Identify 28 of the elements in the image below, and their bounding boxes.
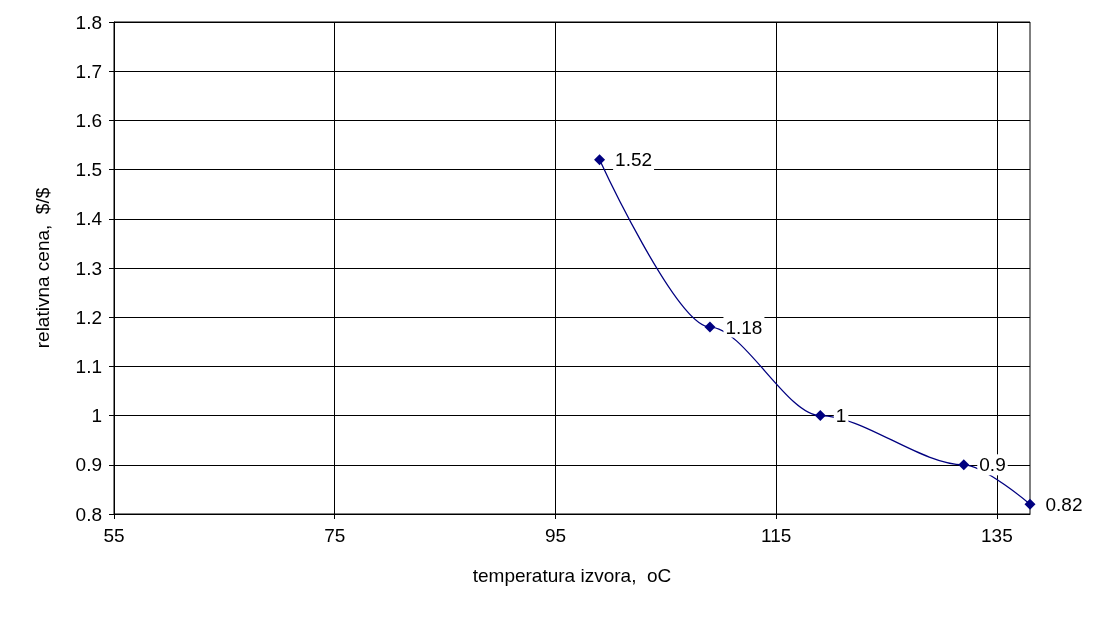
y-tick-label: 1.8 (75, 11, 102, 33)
point (1024, 498, 1036, 510)
data-label: 1 (835, 405, 847, 427)
point (958, 459, 970, 471)
y-axis-title: relativna cena, $/$ (32, 187, 53, 349)
point (704, 321, 716, 333)
data-label: 1.18 (725, 316, 763, 338)
y-tick-label: 1.3 (75, 257, 102, 279)
x-tick-label: 55 (103, 525, 125, 546)
y-tick-label: 1 (91, 405, 102, 427)
y-tick-label: 1.7 (75, 60, 102, 82)
y-tick-label: 1.4 (75, 208, 103, 230)
y-tick-label: 1.5 (75, 159, 102, 181)
y-tick-label: 0.9 (75, 454, 102, 476)
data-label: 0.9 (979, 454, 1006, 476)
x-tick-label: 135 (981, 525, 1013, 546)
x-tick-label: 75 (324, 525, 346, 546)
x-axis-title: temperatura izvora, oC (472, 565, 672, 586)
data-label: 1.52 (615, 149, 653, 171)
y-tick-label: 0.8 (75, 503, 102, 525)
data-label: 0.82 (1045, 493, 1083, 515)
y-tick-label: 1.6 (75, 109, 102, 131)
point (594, 154, 606, 166)
y-tick-label: 1.2 (75, 306, 102, 328)
point (814, 410, 826, 422)
x-tick-label: 115 (761, 525, 792, 546)
x-tick-label: 95 (544, 525, 567, 546)
y-tick-label: 1.1 (75, 355, 102, 377)
